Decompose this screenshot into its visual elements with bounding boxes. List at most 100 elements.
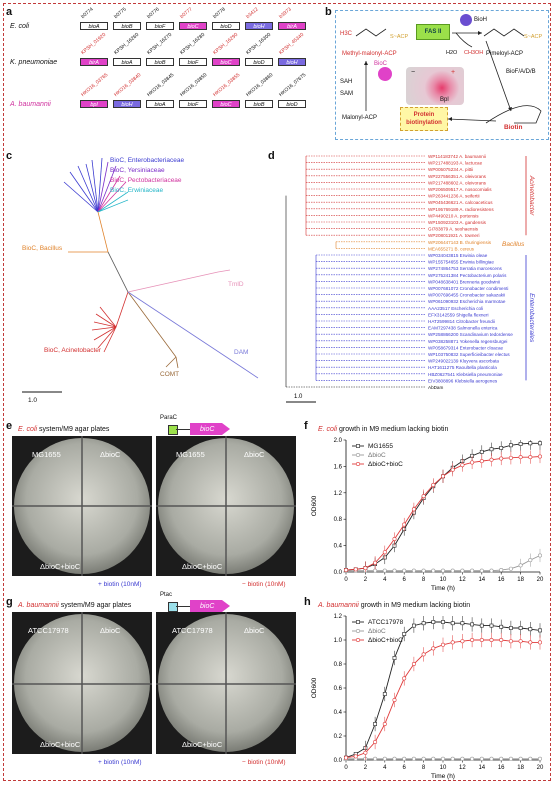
data-point	[470, 756, 475, 761]
legend-label: ΔbioC	[368, 628, 386, 635]
data-point	[441, 474, 446, 479]
data-point	[382, 692, 387, 696]
tree-leaf-label: MEA655271 B. cereus	[428, 246, 475, 251]
plate-image	[406, 67, 464, 105]
x-tick-label: 0	[344, 765, 348, 771]
gene-bioF: bioF	[146, 22, 174, 30]
data-point	[353, 567, 358, 572]
legend-marker	[355, 452, 360, 457]
gene-bioF: bioF	[179, 100, 207, 108]
scale-label-d: 1.0	[294, 394, 303, 400]
data-point	[470, 637, 475, 642]
gene-bioH: bioH	[278, 58, 306, 66]
x-tick-label: 2	[364, 577, 368, 583]
gene-bioC: bioC	[212, 100, 240, 108]
data-point	[363, 566, 368, 571]
cond-e-minus: − biotin (10nM)	[242, 581, 286, 588]
data-point	[499, 756, 504, 761]
group-label-dam: DAM	[234, 349, 249, 356]
plate-e-minus-bl: ΔbioC+bioC	[182, 562, 223, 571]
x-tick-label: 6	[403, 577, 407, 583]
data-point	[528, 455, 533, 460]
y-tick-label: 1.0	[334, 638, 343, 644]
data-point	[528, 640, 533, 645]
gene-bioH: bioH	[245, 22, 273, 30]
data-point	[460, 621, 465, 626]
x-tick-label: 10	[440, 765, 447, 771]
data-point	[538, 628, 542, 633]
group-label-acinetobacter: BioC, Acinetobacter	[44, 347, 102, 354]
plate-g-minus-tr: ΔbioC	[244, 626, 265, 635]
legend-marker	[356, 444, 360, 448]
data-point	[373, 722, 378, 726]
y-tick-label: 2.0	[334, 438, 343, 444]
gene-bioA: bioA	[146, 100, 174, 108]
tree-leaf-label: WP048638401 Brenneria goodwinii	[428, 279, 500, 284]
tree-leaf-label: WP206509517 A. nosocomialis	[428, 187, 492, 192]
x-axis-label: Time (h)	[431, 585, 455, 592]
data-point	[489, 623, 494, 628]
scale-label-c: 1.0	[28, 397, 38, 404]
x-tick-label: 12	[459, 577, 466, 583]
plate-e-plus-tl: MG1655	[32, 450, 61, 459]
data-point	[373, 568, 378, 573]
panel-label-f: f	[304, 420, 308, 432]
data-point	[518, 455, 523, 460]
legend-label: MG1655	[368, 443, 393, 450]
gene-bioB: bioB	[245, 100, 273, 108]
tree-leaf-label: WP038258871 Yokenella regensburgei	[428, 339, 507, 344]
data-point	[479, 756, 484, 761]
data-point	[441, 568, 446, 573]
data-point	[421, 652, 426, 657]
tree-leaf-label: AAA23517 Escherichia coli	[428, 306, 483, 311]
tree-leaf-label: WP150923103 A. gandensis	[428, 220, 487, 225]
group-label-pectobacteriaceae: BioC, Pectobacteriaceae	[110, 177, 182, 184]
organism-label: K. pneumoniae	[10, 59, 58, 66]
gene-bioD: bioD	[212, 22, 240, 30]
data-point	[441, 756, 446, 761]
bioc-arrow-label-g: bioC	[200, 603, 215, 610]
panel-label-c: c	[6, 150, 13, 162]
tree-leaf-label: WP195769189 A. radioresistens	[428, 207, 494, 212]
data-point	[421, 494, 426, 499]
tree-leaf-label: WP058679314 Enterobacter cloacae	[428, 345, 504, 350]
x-tick-label: 8	[422, 577, 426, 583]
data-point	[518, 626, 523, 630]
data-point	[411, 661, 416, 666]
tree-leaf-label: WP034043815 Erwinia oleae	[428, 253, 488, 258]
plate-dividers-e	[12, 436, 296, 576]
data-point	[518, 639, 523, 644]
fas-ii-label: FAS II	[424, 29, 442, 35]
tree-leaf-label: WP155754655 Erwinia billingiae	[428, 260, 494, 265]
clade-label-enterobacterales: Enterobacterales	[528, 293, 535, 343]
data-point	[402, 632, 407, 636]
data-point	[392, 756, 397, 761]
y-tick-label: 0.8	[334, 662, 343, 668]
data-point	[431, 568, 436, 573]
data-point	[450, 640, 455, 645]
malonyl-label: Malonyl-ACP	[342, 115, 378, 121]
gene-bioD: bioD	[245, 58, 273, 66]
figure-frame	[3, 3, 551, 781]
data-point	[489, 756, 494, 761]
x-tick-label: 4	[383, 765, 387, 771]
data-point	[509, 443, 513, 448]
group-label-tmld: TmlD	[228, 281, 244, 288]
gene-bioF: bioF	[179, 58, 207, 66]
group-label-erwiniaceae: BioC, Erwiniaceae	[110, 187, 164, 194]
data-point	[431, 482, 436, 487]
plate-g-plus-tr: ΔbioC	[100, 626, 121, 635]
tree-leaf-label: WP005075234 A. pittii	[428, 167, 473, 172]
data-point	[441, 620, 445, 624]
panel-d-phylogram: WP114183742 A. baumannii WP217488193 A. l…	[285, 154, 535, 403]
x-tick-label: 8	[422, 765, 426, 771]
data-point	[499, 446, 504, 450]
tree-leaf-label: WP263441236 A. seifertii	[428, 194, 480, 199]
data-point	[343, 755, 348, 760]
data-point	[509, 626, 513, 630]
tree-leaf-label: WP275241384 Pectobacterium polaris	[428, 273, 507, 278]
gene-bioD: bioD	[278, 100, 306, 108]
legend-marker	[355, 628, 360, 633]
panel-c-unrooted-tree	[22, 157, 259, 393]
tree-leaf-label: EIV3808896 Klebsiella aerogenes	[428, 378, 498, 383]
